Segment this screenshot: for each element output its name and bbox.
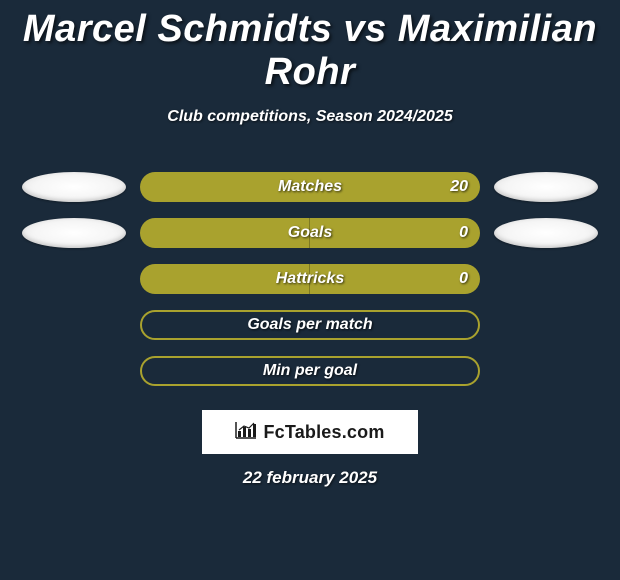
spacer xyxy=(494,356,598,386)
logo-box: FcTables.com xyxy=(202,410,418,454)
stat-label: Matches xyxy=(278,178,342,196)
stat-value: 0 xyxy=(459,218,468,248)
stat-row: Hattricks 0 xyxy=(0,256,620,302)
stat-bar: Min per goal xyxy=(140,356,480,386)
logo-text: FcTables.com xyxy=(263,422,384,443)
stat-label: Goals per match xyxy=(247,316,372,334)
stat-bar: Matches 20 xyxy=(140,172,480,202)
spacer xyxy=(494,264,598,294)
stat-bar: Goals per match xyxy=(140,310,480,340)
bar-chart-icon xyxy=(235,421,257,444)
stat-value: 20 xyxy=(450,172,468,202)
stat-label: Min per goal xyxy=(263,362,357,380)
stat-row: Matches 20 xyxy=(0,164,620,210)
stat-row: Goals 0 xyxy=(0,210,620,256)
stat-bar: Goals 0 xyxy=(140,218,480,248)
page-title: Marcel Schmidts vs Maximilian Rohr xyxy=(0,0,620,94)
stat-label: Hattricks xyxy=(276,270,344,288)
stat-row: Min per goal xyxy=(0,348,620,394)
spacer xyxy=(22,310,126,340)
player-left-marker xyxy=(22,172,126,202)
spacer xyxy=(494,310,598,340)
player-right-marker xyxy=(494,172,598,202)
player-right-marker xyxy=(494,218,598,248)
stat-bar: Hattricks 0 xyxy=(140,264,480,294)
spacer xyxy=(22,264,126,294)
spacer xyxy=(22,356,126,386)
player-left-marker xyxy=(22,218,126,248)
stats-rows: Matches 20 Goals 0 Hattricks 0 Goals per match… xyxy=(0,164,620,394)
stat-value: 0 xyxy=(459,264,468,294)
stat-row: Goals per match xyxy=(0,302,620,348)
stat-label: Goals xyxy=(288,224,332,242)
page-subtitle: Club competitions, Season 2024/2025 xyxy=(0,108,620,126)
date-text: 22 february 2025 xyxy=(0,468,620,488)
